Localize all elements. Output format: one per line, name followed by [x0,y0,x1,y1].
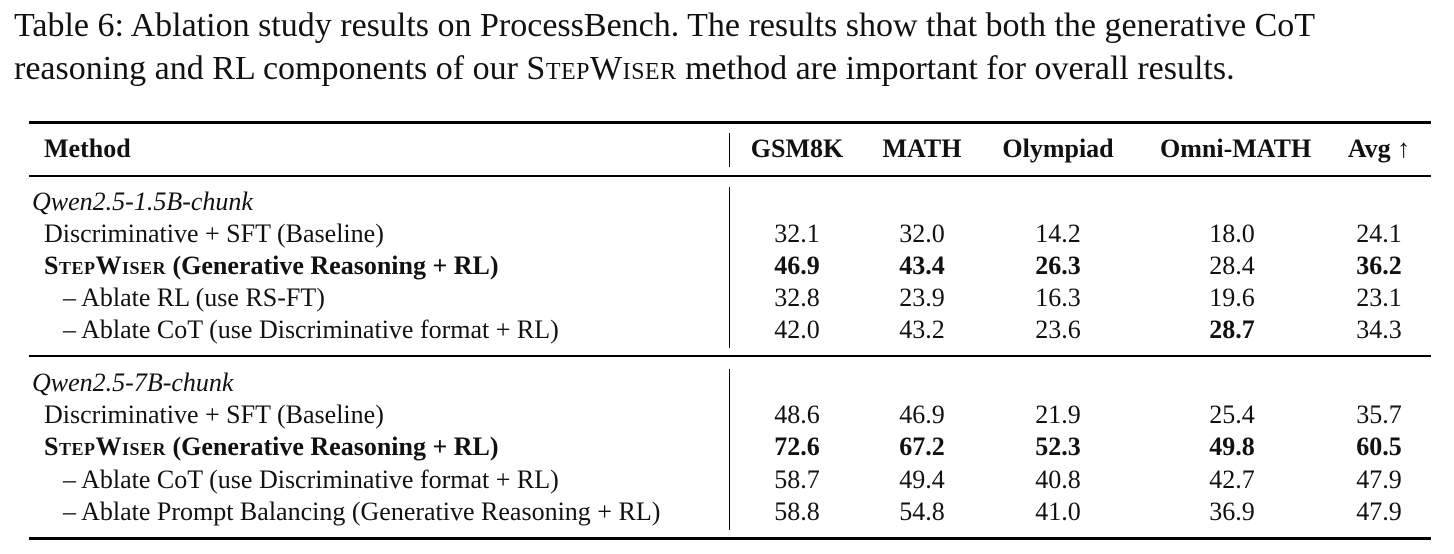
cell-omni-math: 36.9 [1209,497,1255,526]
caption-line-1: Table 6: Ablation study results on Proce… [14,7,1316,44]
row-method: – Ablate RL (use RS-FT) [63,283,325,312]
cell-olympiad: 21.9 [1035,400,1081,429]
cell-gsm8k: 58.7 [774,465,820,494]
cell-math: 67.2 [899,432,945,461]
cell-math: 46.9 [899,400,945,429]
cell-avg: 34.3 [1356,315,1402,344]
method-name-rest: (Generative Reasoning + RL) [166,251,499,280]
cell-olympiad: 16.3 [1035,283,1081,312]
cell-math: 32.0 [899,219,945,248]
cell-gsm8k: 58.8 [774,497,820,526]
cell-gsm8k: 32.1 [774,219,820,248]
cell-avg: 47.9 [1356,497,1402,526]
cell-avg: 47.9 [1356,465,1402,494]
header-omni-math: Omni-MATH [1160,134,1312,163]
cell-olympiad: 23.6 [1035,315,1081,344]
header-olympiad: Olympiad [1002,134,1114,163]
method-name-rest: (Generative Reasoning + RL) [166,432,499,461]
cell-math: 23.9 [899,283,945,312]
cell-olympiad: 26.3 [1035,251,1081,280]
caption-line-2-suffix: method are important for overall results… [676,50,1235,87]
header-gsm8k: GSM8K [750,134,844,163]
cell-omni-math: 42.7 [1209,465,1255,494]
cell-avg: 24.1 [1356,219,1402,248]
row-method-stepwiser: StepWiser (Generative Reasoning + RL) [44,431,499,463]
row-method: – Ablate CoT (use Discriminative format … [63,315,559,344]
group-label: Qwen2.5-7B-chunk [32,368,234,397]
row-method: – Ablate Prompt Balancing (Generative Re… [63,497,661,526]
cell-math: 49.4 [899,465,945,494]
cell-omni-math: 49.8 [1209,432,1255,461]
cell-gsm8k: 32.8 [774,283,820,312]
cell-math: 54.8 [899,497,945,526]
cell-avg: 35.7 [1356,400,1402,429]
cell-avg: 23.1 [1356,283,1402,312]
header-math: MATH [882,134,962,163]
cell-omni-math: 25.4 [1209,400,1255,429]
header-avg: Avg ↑ [1347,134,1411,163]
header-method: Method [44,134,131,163]
method-name-sc: StepWiser [44,251,166,280]
cell-olympiad: 52.3 [1035,432,1081,461]
cell-math: 43.2 [899,315,945,344]
cell-avg: 60.5 [1356,432,1402,461]
cell-gsm8k: 48.6 [774,400,820,429]
table-header-rule [29,175,1431,177]
group-label: Qwen2.5-1.5B-chunk [32,187,253,216]
cell-olympiad: 14.2 [1035,219,1081,248]
cell-math: 43.4 [899,251,945,280]
table-caption: Table 6: Ablation study results on Proce… [14,4,1444,90]
cell-gsm8k: 72.6 [774,432,820,461]
table-group-rule [29,355,1431,357]
row-method: – Ablate CoT (use Discriminative format … [63,465,559,494]
table-top-rule [29,121,1431,124]
table-bottom-rule [29,537,1431,540]
column-separator-header [729,133,730,167]
cell-gsm8k: 46.9 [774,251,820,280]
caption-line-2: reasoning and RL components of our StepW… [14,47,1444,90]
cell-gsm8k: 42.0 [774,315,820,344]
caption-method-name: StepWiser [526,50,677,87]
method-name-sc: StepWiser [44,432,166,461]
column-separator-group-1 [729,187,730,348]
cell-omni-math: 28.7 [1209,315,1255,344]
caption-line-2-prefix: reasoning and RL components of our [14,50,527,87]
cell-omni-math: 28.4 [1209,251,1255,280]
cell-olympiad: 40.8 [1035,465,1081,494]
row-method: Discriminative + SFT (Baseline) [44,219,384,248]
cell-olympiad: 41.0 [1035,497,1081,526]
column-separator-group-2 [729,369,730,530]
row-method-stepwiser: StepWiser (Generative Reasoning + RL) [44,250,499,282]
cell-omni-math: 19.6 [1209,283,1255,312]
cell-avg: 36.2 [1356,251,1402,280]
cell-omni-math: 18.0 [1209,219,1255,248]
row-method: Discriminative + SFT (Baseline) [44,400,384,429]
